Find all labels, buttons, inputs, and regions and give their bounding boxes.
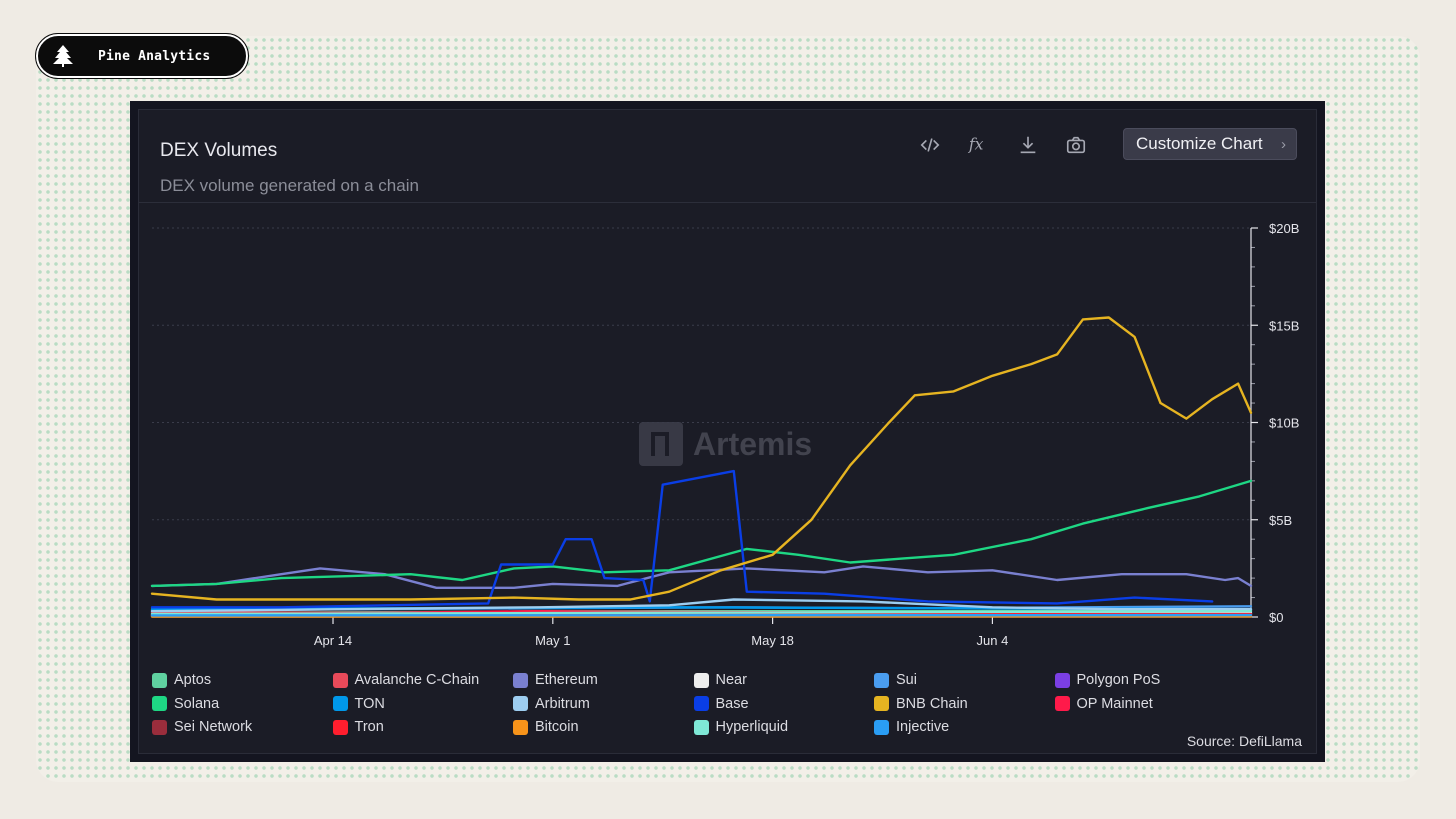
artemis-logo-icon — [639, 422, 683, 466]
legend-label: Tron — [354, 719, 384, 735]
legend-swatch — [332, 719, 348, 735]
legend-label: TON — [354, 695, 385, 712]
series-line-hyperliquid — [150, 610, 1253, 616]
legend-swatch — [693, 672, 709, 688]
legend-item[interactable]: Base — [693, 694, 749, 714]
legend-label: Sei Network — [174, 719, 253, 735]
embed-code-icon[interactable] — [915, 130, 945, 160]
legend-label: Bitcoin — [535, 719, 579, 735]
legend-swatch — [1054, 672, 1070, 688]
legend-item[interactable]: Solana — [152, 694, 219, 714]
chart-subtitle: DEX volume generated on a chain — [160, 176, 419, 195]
legend-label: Arbitrum — [535, 695, 590, 712]
camera-icon[interactable] — [1061, 130, 1091, 160]
legend-swatch — [693, 696, 709, 711]
legend-swatch — [152, 672, 167, 688]
legend-label: Hyperliquid — [715, 719, 789, 735]
artemis-watermark: Artemis — [639, 422, 812, 466]
x-tick-label: May 1 — [535, 633, 570, 648]
brand-badge: Pine Analytics — [35, 33, 249, 79]
legend-label: Ethereum — [535, 672, 598, 688]
legend-swatch — [513, 672, 528, 688]
legend-item[interactable]: BNB Chain — [874, 694, 968, 714]
legend-swatch — [332, 672, 348, 688]
legend-label: Injective — [896, 719, 950, 735]
y-tick-label: $20B — [1269, 221, 1299, 236]
series-line-arbitrum — [150, 598, 1253, 613]
x-tick-label: Apr 14 — [314, 633, 352, 648]
download-icon[interactable] — [1013, 130, 1043, 160]
legend-item[interactable]: TON — [332, 694, 385, 714]
legend-item[interactable]: Aptos — [152, 670, 211, 690]
y-tick-label: $15B — [1269, 318, 1299, 333]
legend-swatch — [513, 696, 528, 711]
legend-item[interactable]: Sei Network — [152, 717, 252, 737]
legend-item[interactable]: Hyperliquid — [693, 717, 789, 737]
legend-label: OP Mainnet — [1076, 695, 1153, 712]
chart-panel-inner: DEX Volumes DEX volume generated on a ch… — [138, 109, 1317, 754]
pine-tree-icon — [53, 45, 73, 67]
legend-swatch — [874, 696, 889, 711]
legend-swatch — [513, 719, 528, 735]
chevron-right-icon: › — [1281, 136, 1286, 153]
y-tick-label: $0 — [1269, 610, 1283, 625]
svg-text:fx: fx — [968, 136, 984, 154]
series-line-solana — [150, 479, 1253, 588]
legend-item[interactable]: Tron — [332, 717, 384, 737]
header-divider — [139, 202, 1316, 203]
series-line-base — [150, 469, 1214, 609]
legend-label: Base — [715, 695, 749, 712]
legend-label: Sui — [896, 672, 917, 688]
legend-label: Aptos — [174, 672, 212, 688]
legend-item[interactable]: Avalanche C-Chain — [332, 670, 480, 690]
legend-label: Near — [715, 672, 747, 688]
series-line-bnb-chain — [150, 316, 1253, 601]
legend-swatch — [1054, 696, 1070, 711]
source-label: Source: DefiLlama — [1186, 733, 1302, 749]
legend-item[interactable]: Injective — [874, 717, 949, 737]
watermark-text: Artemis — [693, 425, 813, 462]
customize-chart-button[interactable]: Customize Chart › — [1123, 128, 1297, 160]
chart-panel: DEX Volumes DEX volume generated on a ch… — [130, 101, 1325, 762]
x-tick-label: Jun 4 — [977, 633, 1009, 648]
legend-item[interactable]: OP Mainnet — [1054, 694, 1153, 714]
legend-label: Polygon PoS — [1076, 672, 1161, 688]
customize-chart-label: Customize Chart — [1136, 134, 1263, 153]
x-tick-label: May 18 — [751, 633, 794, 648]
legend-item[interactable]: Bitcoin — [513, 717, 579, 737]
line-chart: $0 $5B $10B $15B $20B Apr 14 May 1 May 18 Jun 4 — [150, 221, 1299, 648]
legend-item[interactable]: Polygon PoS — [1054, 670, 1161, 690]
series-line-ethereum — [150, 565, 1253, 589]
legend-item[interactable]: Arbitrum — [513, 694, 590, 714]
legend-swatch — [152, 696, 167, 711]
legend-label: BNB Chain — [896, 695, 968, 712]
legend-item[interactable]: Near — [693, 670, 747, 690]
legend-swatch — [152, 719, 167, 735]
legend-swatch — [332, 696, 348, 711]
legend-swatch — [693, 719, 709, 735]
y-tick-label: $10B — [1269, 416, 1299, 431]
legend-label: Solana — [174, 695, 220, 712]
y-tick-label: $5B — [1269, 513, 1292, 528]
chart-title: DEX Volumes — [160, 140, 278, 161]
legend-item[interactable]: Sui — [874, 670, 917, 690]
legend-item[interactable]: Ethereum — [513, 670, 598, 690]
legend-swatch — [874, 672, 889, 688]
legend-label: Avalanche C-Chain — [354, 672, 480, 688]
legend-swatch — [874, 719, 889, 735]
brand-name: Pine Analytics — [98, 48, 211, 64]
formula-fx-icon[interactable]: fx — [963, 130, 993, 160]
